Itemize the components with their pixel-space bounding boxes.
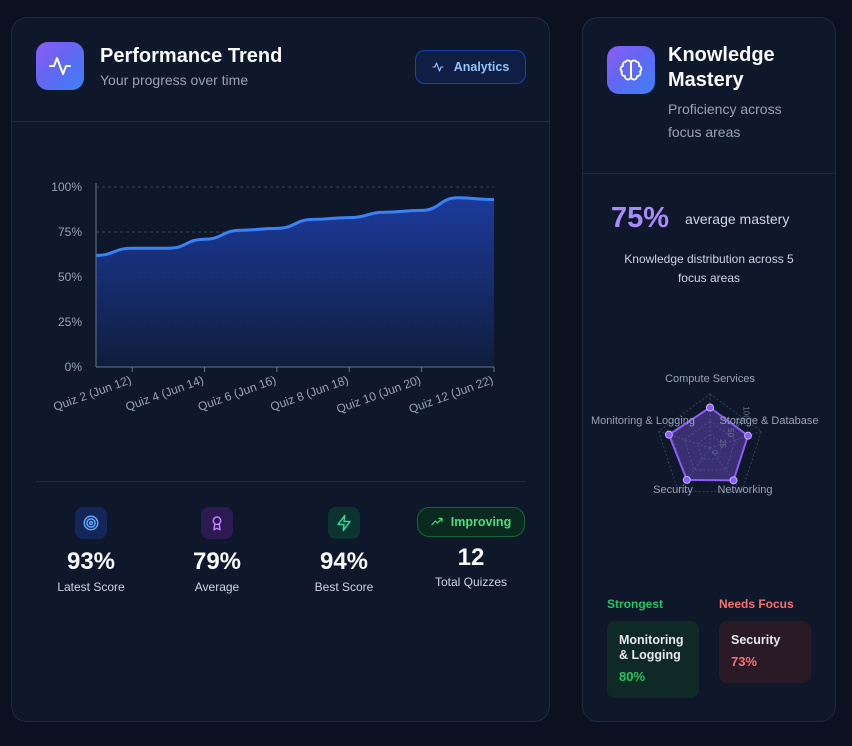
mastery-subtitle: Proficiency across focus areas	[668, 98, 782, 144]
y-tick-label: 75%	[58, 225, 82, 239]
target-icon	[75, 507, 107, 539]
data-point[interactable]	[200, 234, 210, 244]
stat-total-quizzes: Improving 12 Total Quizzes	[416, 507, 526, 589]
strongest-name-line2: & Logging	[619, 648, 681, 662]
series-line	[95, 196, 495, 257]
needs-focus-card: Security 73%	[719, 621, 811, 683]
trending-up-icon	[431, 517, 443, 526]
data-point[interactable]	[127, 243, 137, 253]
mastery-title-line2: Mastery	[668, 69, 744, 91]
strongest-card: Monitoring & Logging 80%	[607, 621, 699, 698]
y-tick-label: 0%	[65, 360, 83, 374]
data-point[interactable]	[453, 193, 463, 203]
data-point[interactable]	[308, 214, 318, 224]
radar-point[interactable]	[744, 431, 753, 440]
data-point[interactable]	[417, 205, 427, 215]
radar-scale-label: 100	[742, 406, 751, 420]
activity-small-icon	[432, 62, 444, 72]
analytics-button-label: Analytics	[453, 60, 510, 74]
radar-scale-label: 25	[718, 439, 727, 448]
best-score-label: Best Score	[314, 580, 374, 594]
y-tick-label: 25%	[58, 315, 82, 329]
strongest-value: 80%	[619, 669, 646, 684]
radar-axis-label: Storage & Database	[719, 415, 818, 427]
best-score-value: 94%	[319, 548, 369, 575]
needs-focus-name: Security	[731, 633, 781, 647]
award-icon	[201, 507, 233, 539]
data-point[interactable]	[344, 213, 354, 223]
radar-grid-ring	[696, 433, 724, 460]
stat-latest-score: 93% Latest Score	[36, 507, 146, 594]
radar-scale-label: 50	[726, 428, 735, 437]
radar-spoke	[677, 447, 711, 492]
radar-axis-label: Security	[653, 484, 693, 496]
latest-score-label: Latest Score	[57, 580, 125, 594]
brain-icon	[607, 46, 655, 94]
performance-area-chart: 0% 25% 50% 75% 100% Quiz 2 (Jun 12)Quiz 4 (Ju…	[51, 180, 499, 416]
knowledge-mastery-card: Knowledge Mastery Proficiency across foc…	[582, 17, 836, 722]
average-value: 79%	[192, 548, 242, 575]
total-quizzes-label: Total Quizzes	[434, 575, 508, 589]
stat-best-score: 94% Best Score	[289, 507, 399, 594]
needs-focus-heading: Needs Focus	[719, 597, 794, 611]
y-tick-label: 100%	[51, 180, 82, 194]
average-mastery-value: 75%	[611, 202, 670, 234]
data-point[interactable]	[163, 243, 173, 253]
data-point[interactable]	[489, 195, 499, 205]
data-point[interactable]	[380, 207, 390, 217]
latest-score-value: 93%	[66, 548, 116, 575]
total-quizzes-value: 12	[457, 544, 485, 571]
mastery-header-divider	[583, 173, 835, 174]
analytics-button[interactable]: Analytics	[415, 50, 526, 84]
area-fill	[96, 197, 494, 367]
mastery-title-line1: Knowledge	[668, 44, 775, 66]
stat-average: 79% Average	[162, 507, 272, 594]
performance-subtitle: Your progress over time	[100, 72, 249, 88]
average-label: Average	[194, 580, 240, 594]
x-tick-label: Quiz 4 (Jun 14)	[124, 373, 206, 414]
lightning-icon	[328, 507, 360, 539]
activity-icon	[36, 42, 84, 90]
distribution-line1: Knowledge distribution across 5	[624, 252, 794, 266]
mastery-title: Knowledge Mastery	[668, 43, 775, 93]
radar-point[interactable]	[706, 403, 714, 412]
strongest-name-line1: Monitoring	[619, 633, 684, 647]
stats-divider	[36, 481, 526, 482]
data-point[interactable]	[236, 225, 246, 235]
radar-scale-label: 75	[734, 417, 743, 426]
x-tick-label: Quiz 2 (Jun 12)	[51, 373, 133, 414]
radar-point[interactable]	[664, 430, 673, 439]
improving-badge-label: Improving	[450, 515, 512, 529]
y-tick-label: 50%	[58, 270, 82, 284]
radar-series-area	[667, 406, 750, 482]
distribution-line2: focus areas	[677, 271, 741, 285]
radar-point[interactable]	[729, 476, 738, 485]
radar-spoke	[709, 430, 762, 449]
strongest-heading: Strongest	[607, 597, 664, 611]
data-point[interactable]	[272, 223, 282, 233]
average-mastery-label: average mastery	[685, 210, 790, 227]
radar-point[interactable]	[682, 475, 691, 484]
mastery-subtitle-line1: Proficiency across	[668, 101, 782, 117]
radar-grid-ring	[658, 393, 762, 493]
distribution-text: Knowledge distribution across 5 focus ar…	[583, 250, 835, 288]
mastery-subtitle-line2: focus areas	[668, 124, 741, 140]
radar-grid-ring	[683, 420, 737, 471]
average-mastery-row: 75% average mastery	[611, 202, 789, 235]
radar-spoke	[709, 447, 743, 492]
improving-badge: Improving	[417, 507, 525, 537]
header-divider	[12, 121, 549, 122]
radar-scale-label: 0	[710, 450, 719, 455]
performance-trend-card: Performance Trend Your progress over tim…	[11, 17, 550, 722]
performance-title: Performance Trend	[100, 45, 283, 67]
radar-axis-label: Compute Services	[665, 373, 755, 385]
radar-axis-label: Networking	[717, 484, 772, 496]
needs-focus-value: 73%	[731, 654, 758, 669]
x-tick-label: Quiz 6 (Jun 16)	[196, 373, 278, 414]
radar-axis-label: Monitoring & Logging	[591, 415, 695, 427]
